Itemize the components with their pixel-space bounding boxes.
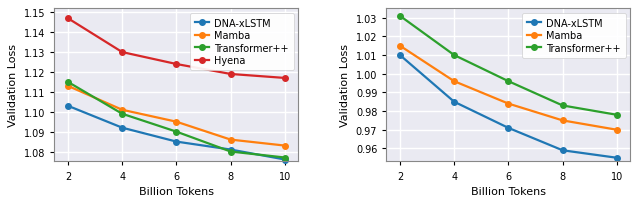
DNA-xLSTM <box>396 55 404 57</box>
DNA-xLSTM <box>64 105 72 108</box>
Line: Transformer++: Transformer++ <box>397 14 620 118</box>
Hyena <box>64 18 72 20</box>
Mamba <box>227 139 234 141</box>
Transformer++ <box>559 105 566 107</box>
Mamba <box>559 119 566 122</box>
DNA-xLSTM <box>173 141 180 143</box>
DNA-xLSTM <box>118 127 126 129</box>
Transformer++ <box>451 55 458 57</box>
Y-axis label: Validation Loss: Validation Loss <box>340 44 350 127</box>
Mamba <box>173 121 180 123</box>
Transformer++ <box>118 113 126 115</box>
Mamba <box>451 81 458 83</box>
Mamba <box>281 145 289 147</box>
Mamba <box>396 45 404 48</box>
DNA-xLSTM <box>613 157 621 159</box>
DNA-xLSTM <box>281 158 289 161</box>
Line: DNA-xLSTM: DNA-xLSTM <box>397 53 620 161</box>
Hyena <box>227 73 234 76</box>
Mamba <box>613 129 621 131</box>
Line: Transformer++: Transformer++ <box>65 80 288 160</box>
Transformer++ <box>64 81 72 84</box>
Y-axis label: Validation Loss: Validation Loss <box>8 44 19 127</box>
Transformer++ <box>504 81 512 83</box>
Transformer++ <box>613 114 621 116</box>
Hyena <box>173 63 180 66</box>
Line: Mamba: Mamba <box>65 84 288 149</box>
DNA-xLSTM <box>227 149 234 151</box>
Line: DNA-xLSTM: DNA-xLSTM <box>65 103 288 163</box>
Transformer++ <box>227 151 234 153</box>
Hyena <box>281 77 289 80</box>
X-axis label: Billion Tokens: Billion Tokens <box>471 186 546 196</box>
DNA-xLSTM <box>451 101 458 103</box>
Legend: DNA-xLSTM, Mamba, Transformer++, Hyena: DNA-xLSTM, Mamba, Transformer++, Hyena <box>190 14 294 71</box>
Mamba <box>118 109 126 111</box>
Hyena <box>118 52 126 54</box>
DNA-xLSTM <box>504 127 512 130</box>
Line: Hyena: Hyena <box>65 16 288 81</box>
Transformer++ <box>173 131 180 133</box>
Mamba <box>504 103 512 105</box>
Transformer++ <box>396 15 404 18</box>
Line: Mamba: Mamba <box>397 44 620 133</box>
Transformer++ <box>281 157 289 159</box>
DNA-xLSTM <box>559 149 566 152</box>
Legend: DNA-xLSTM, Mamba, Transformer++: DNA-xLSTM, Mamba, Transformer++ <box>522 14 625 59</box>
Mamba <box>64 85 72 88</box>
X-axis label: Billion Tokens: Billion Tokens <box>139 186 214 196</box>
